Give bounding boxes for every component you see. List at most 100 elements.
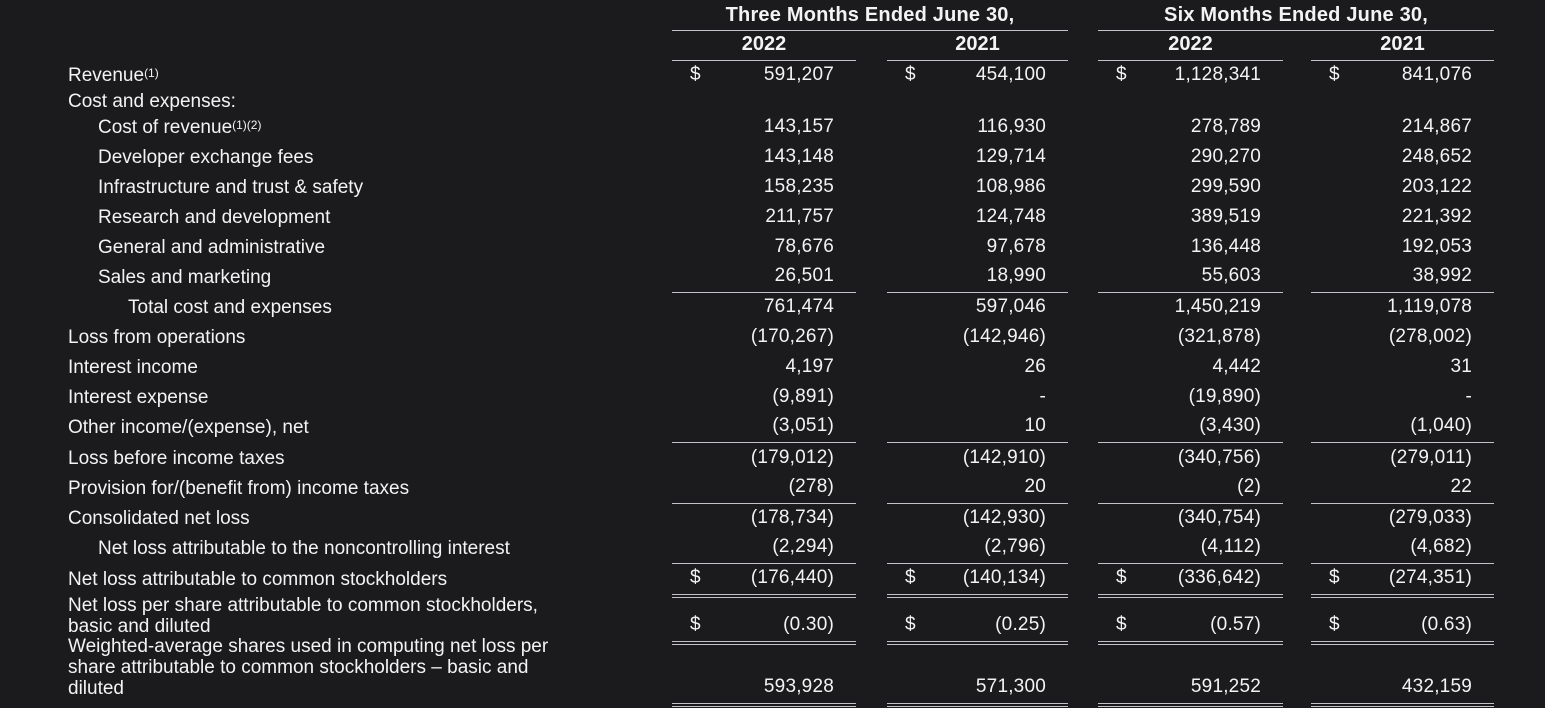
cell-value: (340,756): [1177, 447, 1261, 468]
cell-value: 31: [1450, 356, 1472, 377]
cell-value: (0.57): [1210, 614, 1261, 635]
row-label: Net loss attributable to common stockhol…: [0, 564, 672, 595]
cell-6mo-2022: $ (336,642): [1098, 564, 1283, 598]
cell-3mo-2022: 158,235: [672, 173, 856, 203]
cell-value: 124,748: [975, 206, 1046, 227]
cell-value: 203,122: [1401, 176, 1472, 197]
cell-value: -: [1039, 386, 1046, 407]
dollar-sign: $: [1329, 567, 1340, 588]
cell-3mo-2022: $ (176,440): [672, 564, 856, 598]
cell-3mo-2021: 10: [887, 413, 1068, 443]
cell-6mo-2022: 55,603: [1098, 263, 1283, 293]
cell-value: (142,910): [962, 447, 1046, 468]
cell-6mo-2021: 221,392: [1311, 203, 1494, 233]
cell-value: 108,986: [975, 176, 1046, 197]
table-row: Net loss attributable to common stockhol…: [0, 564, 1545, 598]
cell-value: (142,946): [962, 326, 1046, 347]
row-label: Loss from operations: [0, 323, 672, 353]
table-row: Total cost and expenses 761,474 597,046 …: [0, 293, 1545, 323]
cell-value: 591,207: [763, 64, 834, 85]
cell-value: 211,757: [765, 206, 834, 227]
table-row: Loss before income taxes (179,012) (142,…: [0, 443, 1545, 474]
cell-6mo-2021: (279,011): [1311, 443, 1494, 474]
row-label-text: Other income/(expense), net: [68, 417, 309, 438]
row-label: Weighted-average shares used in computin…: [0, 636, 672, 704]
row-label-text: Infrastructure and trust & safety: [98, 177, 364, 198]
cell-value: (2,796): [984, 536, 1046, 557]
table-row: Cost of revenue (1)(2) 143,157 116,930 27…: [0, 112, 1545, 143]
cell-3mo-2021: 124,748: [887, 203, 1068, 233]
row-label: Consolidated net loss: [0, 504, 672, 534]
cell-value: 26: [1024, 356, 1046, 377]
row-label: Interest expense: [0, 383, 672, 413]
cell-value: 591,252: [1190, 676, 1261, 697]
cell-value: 761,474: [763, 296, 834, 317]
cell-6mo-2021: $ (0.63): [1311, 595, 1494, 645]
cell-value: 1,119,078: [1387, 296, 1472, 317]
table-row: Other income/(expense), net (3,051) 10 (…: [0, 413, 1545, 443]
cell-value: (0.30): [783, 614, 834, 635]
cell-value: 20: [1024, 476, 1046, 497]
cell-6mo-2022: (3,430): [1098, 413, 1283, 443]
cell-3mo-2021: (2,796): [887, 534, 1068, 564]
row-label: Infrastructure and trust & safety: [0, 173, 672, 203]
cell-6mo-2022: (321,878): [1098, 323, 1283, 353]
row-label-text: Total cost and expenses: [128, 297, 332, 318]
cell-value: (278,002): [1388, 326, 1472, 347]
cell-6mo-2022: (340,756): [1098, 443, 1283, 474]
row-label: Loss before income taxes: [0, 443, 672, 474]
cell-6mo-2021: 31: [1311, 353, 1494, 383]
cell-value: (340,754): [1177, 507, 1261, 528]
cell-value: 432,159: [1401, 676, 1472, 697]
cell-6mo-2022: 278,789: [1098, 112, 1283, 143]
table-row: Infrastructure and trust & safety 158,23…: [0, 173, 1545, 203]
cell-6mo-2021: (4,682): [1311, 534, 1494, 564]
cell-value: 97,678: [986, 236, 1046, 257]
group-header-six-months: Six Months Ended June 30,: [1098, 4, 1494, 31]
dollar-sign: $: [690, 614, 701, 635]
table-row: Provision for/(benefit from) income taxe…: [0, 474, 1545, 504]
cell-3mo-2021: (142,946): [887, 323, 1068, 353]
row-label-text: Cost of revenue: [98, 117, 233, 138]
cell-6mo-2021: $841,076: [1311, 61, 1494, 91]
cell-value: (140,134): [962, 567, 1046, 588]
cell-value: (3,051): [772, 415, 834, 436]
cell-3mo-2021: 597,046: [887, 293, 1068, 323]
cell-3mo-2022: (2,294): [672, 534, 856, 564]
cell-3mo-2022: 761,474: [672, 293, 856, 323]
row-label: Sales and marketing: [0, 263, 672, 293]
cell-value: 290,270: [1190, 146, 1261, 167]
cell-3mo-2022: 143,157: [672, 112, 856, 143]
row-label: Net loss attributable to the noncontroll…: [0, 534, 672, 564]
cell-value: (142,930): [962, 507, 1046, 528]
cell-value: (170,267): [750, 326, 834, 347]
row-label-text: Research and development: [98, 207, 331, 228]
cell-value: 4,442: [1212, 356, 1261, 377]
dollar-sign: $: [1116, 614, 1127, 635]
cell-3mo-2021: 571,300: [887, 636, 1068, 707]
cell-6mo-2022: 591,252: [1098, 636, 1283, 707]
cell-6mo-2021: (279,033): [1311, 504, 1494, 534]
cell-value: 143,148: [763, 146, 834, 167]
table-row: Interest income 4,197 26 4,442 31: [0, 353, 1545, 383]
cell-value: 143,157: [763, 116, 834, 137]
dollar-sign: $: [1116, 64, 1127, 85]
row-label-text: Interest income: [68, 357, 198, 378]
row-label: Provision for/(benefit from) income taxe…: [0, 474, 672, 504]
cell-value: (278): [788, 476, 834, 497]
cell-3mo-2022: (178,734): [672, 504, 856, 534]
row-label-text: Loss from operations: [68, 327, 246, 348]
dollar-sign: $: [690, 64, 701, 85]
table-row: Net loss attributable to the noncontroll…: [0, 534, 1545, 564]
cell-value: (2): [1237, 476, 1261, 497]
row-label: Revenue (1): [0, 61, 672, 91]
cell-value: 116,930: [977, 116, 1046, 137]
cell-value: 4,197: [785, 356, 834, 377]
year-header-3mo-2021: 2021: [887, 31, 1068, 61]
cell-value: (274,351): [1388, 567, 1472, 588]
income-statement-table: Revenue (1) $591,207 $454,100 $1,128,341 …: [0, 61, 1545, 707]
cell-3mo-2022: 26,501: [672, 263, 856, 293]
table-row: Loss from operations (170,267) (142,946)…: [0, 323, 1545, 353]
cell-value: (3,430): [1199, 415, 1261, 436]
